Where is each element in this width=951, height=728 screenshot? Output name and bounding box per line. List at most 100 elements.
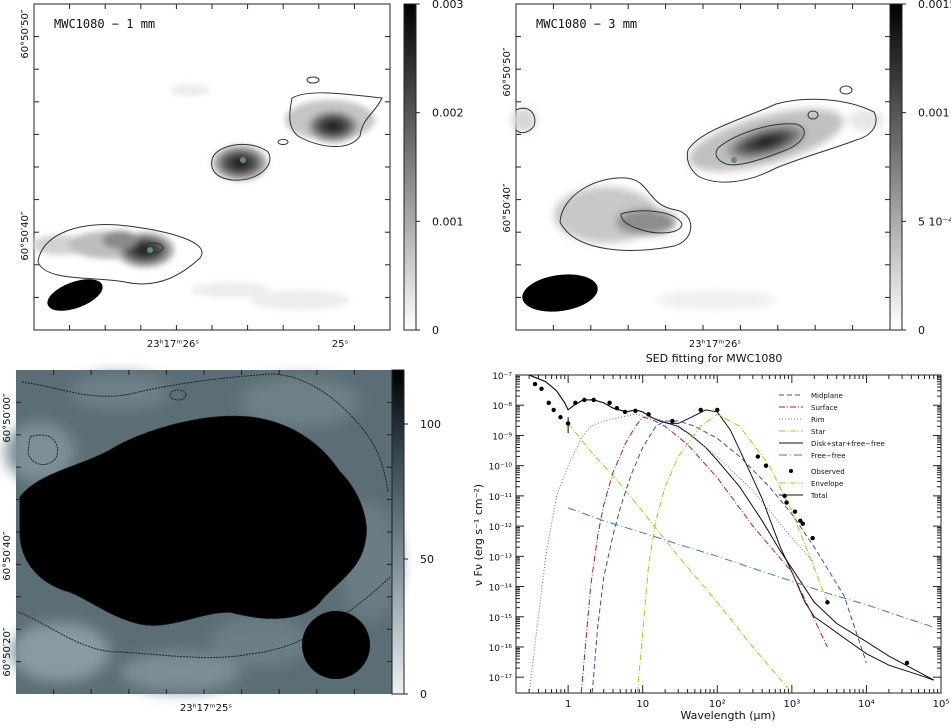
colorbar-tick-label: 0.001 [432, 215, 464, 228]
sed-observed-point [904, 660, 910, 665]
sed-observed-point [792, 509, 798, 514]
legend-label-disk-star-free-free: Disk+star+free−free [811, 440, 885, 448]
sed-observed-point [546, 400, 551, 406]
sed-observed-point [698, 407, 703, 413]
legend-label-envelope: Envelope [811, 480, 843, 488]
sed-series-disk-star-free-free [528, 374, 935, 681]
sed-chart: 1 10 10² 10³ 10⁴ 10⁵ 10⁻⁷ 10⁻⁸ 10⁻⁹ 10⁻¹⁰ 10⁻¹¹ 10⁻… [472, 372, 950, 722]
map-3mm-svg: MWC1080 − 3 mm SED fitting for MWC1080 6… [502, 0, 951, 365]
x-tick-label: 23ʰ17ᵐ25ˢ [180, 703, 232, 714]
colorbar-tick-label: 5 10⁻⁴ [918, 215, 951, 228]
beam-ellipse-3mm [522, 274, 598, 312]
sed-observed-point [614, 405, 620, 411]
sed-observed-point [782, 493, 787, 499]
sed-series-surface [580, 416, 828, 694]
y-tick-label: 60°50′00″ [2, 393, 13, 442]
map-1mm-title: MWC1080 − 1 mm [54, 17, 155, 31]
legend-label-observed: Observed [811, 468, 845, 476]
sed-observed-point [755, 454, 761, 459]
colorbar-slate [391, 369, 405, 695]
legend-label-star: Star [811, 428, 825, 436]
sed-x-axis-label: Wavelength (μm) [680, 709, 775, 722]
sed-observed-point [607, 400, 612, 406]
sed-x-tick-label: 10 [636, 699, 649, 710]
sed-y-tick-label: 10⁻¹⁰ [489, 463, 513, 473]
sed-y-tick-label: 10⁻¹² [489, 523, 513, 533]
sed-series-free-free [567, 507, 934, 628]
y-tick-label: 60°50′40″ [20, 211, 31, 260]
colorbar-tick-label: 0.003 [432, 0, 464, 11]
y-tick-label: 60°50′20″ [2, 627, 13, 676]
y-tick-label: 60°50′50″ [502, 47, 513, 96]
sed-y-tick-label: 10⁻⁹ [492, 432, 512, 442]
sed-y-tick-label: 10⁻¹¹ [489, 493, 513, 503]
sed-x-tick-label: 10⁴ [858, 699, 875, 710]
legend-label-midplane: Midplane [811, 392, 843, 400]
colorbar-1mm [403, 3, 417, 331]
map-slate-svg: 60°50′00″ 60°50′40″ 60°50′20″ 23ʰ17ᵐ25ˢ 100 5… [2, 369, 441, 714]
sed-observed-point [646, 412, 651, 417]
map-1mm-svg: MWC1080 − 1 mm 60°50′50″ 60°50′40″ 23ʰ17ᵐ2… [20, 0, 464, 350]
sed-observed-point [825, 600, 830, 605]
x-tick-label: 23ʰ17ᵐ26ˢ [147, 339, 199, 350]
sed-plot-frame [515, 374, 942, 694]
sed-y-tick-label: 10⁻¹⁶ [489, 644, 513, 654]
map-1mm-panel: MWC1080 − 1 mm 60°50′50″ 60°50′40″ 23ʰ17ᵐ2… [0, 0, 475, 350]
sed-y-axis-label: ν Fν (erg s⁻¹ cm⁻²) [472, 484, 485, 586]
colorbar-tick-label: 0.002 [432, 107, 464, 120]
colorbar-tick-label: 50 [420, 553, 434, 566]
sed-series-midplane [591, 420, 867, 694]
sed-observed-point [582, 397, 587, 403]
legend-marker-observed [789, 469, 793, 473]
sed-observed-point [800, 521, 805, 526]
beam-circle-slate [302, 611, 370, 679]
beam-ellipse-1mm [47, 279, 103, 311]
colorbar-tick-label: 0 [918, 324, 925, 337]
sed-x-tick-label: 10² [709, 699, 726, 710]
sed-y-tick-label: 10⁻⁸ [492, 402, 512, 412]
sed-observed-point [558, 415, 563, 420]
legend-label-surface: Surface [811, 404, 838, 412]
sed-observed-point [784, 500, 789, 505]
sed-series-star [567, 423, 793, 694]
y-tick-label: 60°50′50″ [20, 9, 31, 58]
colorbar-tick-label: 100 [420, 418, 441, 431]
sed-y-tick-label: 10⁻⁷ [492, 372, 512, 382]
sed-observed-point [633, 408, 638, 414]
sed-title: SED fitting for MWC1080 [646, 352, 783, 365]
sed-panel: 1 10 10² 10³ 10⁴ 10⁵ 10⁻⁷ 10⁻⁸ 10⁻⁹ 10⁻¹⁰ 10⁻¹¹ 10⁻… [470, 365, 951, 724]
sed-observed-point [715, 407, 720, 413]
x-tick-label: 25ˢ [332, 339, 349, 350]
sed-observed-point [539, 386, 544, 391]
sed-y-tick-label: 10⁻¹³ [489, 553, 513, 563]
legend-label-rim: Rim [811, 416, 825, 424]
legend-label-total: Total [810, 492, 827, 500]
sed-observed-point [591, 397, 596, 403]
y-tick-label: 60°50′40″ [502, 183, 513, 232]
colorbar-tick-label: 0 [420, 688, 427, 701]
sed-observed-point [810, 535, 815, 541]
sed-y-tick-label: 10⁻¹⁴ [489, 584, 513, 594]
sed-x-tick-label: 10⁵ [933, 699, 950, 710]
sed-observed-point [622, 409, 628, 415]
sed-observed-point [551, 407, 556, 413]
x-tick-label: 23ʰ17ᵐ26ˢ [689, 339, 741, 350]
y-tick-label: 60°50′40″ [2, 531, 13, 580]
map-3mm-title: MWC1080 − 3 mm [536, 17, 637, 31]
sed-x-tick-label: 10³ [783, 699, 800, 710]
legend-label-free-free: Free−free [811, 452, 846, 460]
colorbar-tick-label: 0.001 [918, 107, 950, 120]
sed-observed-point [573, 400, 578, 406]
sed-observed-point [763, 463, 769, 468]
sed-observed-point [670, 418, 675, 424]
sed-observed-point [798, 518, 803, 523]
sed-y-tick-label: 10⁻¹⁷ [489, 674, 513, 684]
sed-y-tick-label: 10⁻¹⁵ [489, 614, 513, 624]
colorbar-3mm [889, 3, 903, 331]
sed-series-rim [528, 413, 815, 694]
sed-x-tick-label: 1 [565, 699, 571, 710]
sed-series-envelope [636, 413, 828, 694]
colorbar-tick-label: 0 [432, 324, 439, 337]
map-3mm-panel: MWC1080 − 3 mm SED fitting for MWC1080 6… [476, 0, 951, 365]
